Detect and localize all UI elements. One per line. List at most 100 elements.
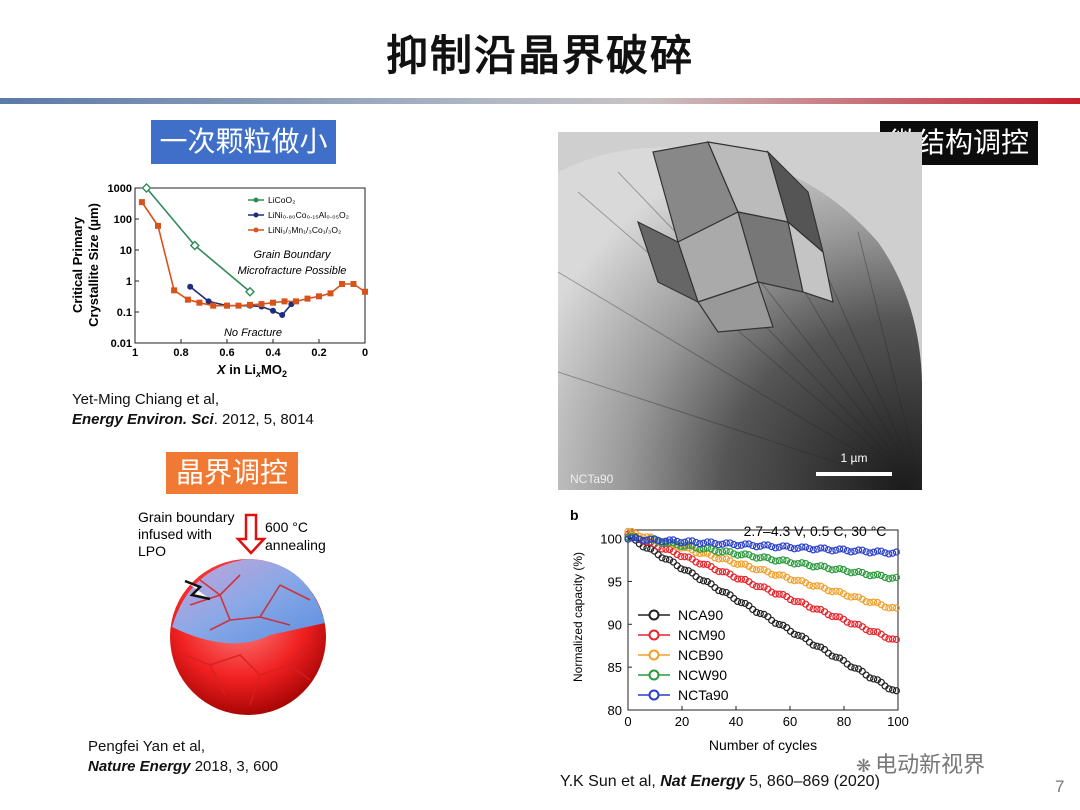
crystallite-size-chart: 1 0.8 0.6 0.4 0.2 0 1000 100 10 1 0.1 0.01 Critica…: [70, 183, 368, 379]
data-point: [843, 618, 851, 626]
y-tick-label: 85: [608, 660, 622, 675]
y-tick-label: 100: [600, 532, 622, 547]
data-point: [836, 565, 844, 573]
data-point: [817, 562, 825, 570]
series-line: [189, 286, 293, 316]
chart-legend: LiCoO₂ LiNi₀.₈₀Co₀.₁₅Al₀.₀₅O₂ LiNi₁/₃Mn₁/₃…: [248, 195, 349, 235]
data-point: [858, 568, 866, 577]
data-point: [862, 570, 870, 579]
data-point: [677, 539, 685, 547]
data-point: [851, 568, 859, 576]
data-point: [889, 686, 897, 694]
data-point: [741, 575, 749, 584]
data-point: [828, 566, 836, 574]
data-point: [790, 545, 798, 553]
data-point: [700, 577, 708, 585]
x-tick-label: 100: [887, 714, 909, 729]
x-tick-label: 40: [729, 714, 743, 729]
data-point: [187, 283, 194, 290]
data-point: [813, 562, 821, 571]
y-tick-label: 80: [608, 703, 622, 718]
data-point: [790, 630, 798, 638]
data-point: [718, 588, 727, 596]
data-point: [866, 572, 874, 580]
scale-bar-label: 1 µm: [841, 451, 868, 465]
data-point: [779, 571, 787, 579]
data-point: [700, 549, 708, 557]
tag-grain-boundary-control: 晶界调控: [166, 452, 298, 494]
x-axis-label: X in LixMO2: [216, 362, 287, 379]
data-point: [658, 554, 666, 562]
legend-label: LiNi₀.₈₀Co₀.₁₅Al₀.₀₅O₂: [268, 210, 349, 220]
data-point: [817, 582, 825, 590]
legend-label: LiNi₁/₃Mn₁/₃Co₁/₃O₂: [268, 225, 341, 235]
plot-frame: [134, 187, 366, 344]
citation-chiang: Yet-Ming Chiang et al, Energy Environ. S…: [72, 390, 314, 430]
data-point: [873, 570, 882, 579]
data-point: [726, 548, 734, 556]
data-point: [836, 587, 844, 596]
data-point: [885, 550, 893, 558]
y-axis-label: Normalized capacity (%): [571, 552, 585, 682]
citation-journal: Nature Energy: [88, 758, 191, 775]
data-point: [677, 552, 685, 561]
data-point: [813, 605, 821, 613]
data-point: [635, 535, 643, 543]
data-point: [873, 547, 882, 555]
data-point: [665, 545, 674, 554]
data-point: [722, 555, 730, 563]
data-point: [760, 553, 768, 561]
data-point: [828, 588, 836, 596]
data-point: [722, 568, 730, 576]
data-point: [756, 554, 764, 562]
data-point: [688, 537, 696, 545]
data-point: [749, 553, 757, 561]
legend-marker: [253, 212, 259, 218]
label-gb-line3: LPO: [138, 543, 166, 559]
data-point: [711, 539, 719, 548]
data-point: [734, 560, 742, 568]
data-point: [726, 591, 734, 599]
data-point: [824, 546, 832, 554]
data-point: [722, 547, 730, 555]
data-point: [802, 634, 810, 643]
data-point: [658, 538, 666, 546]
data-point: [662, 555, 670, 563]
data-point: [730, 573, 738, 581]
data-point: [235, 302, 242, 309]
data-point: [258, 301, 265, 308]
citation-journal: Energy Environ. Sci: [72, 411, 214, 428]
data-point: [802, 559, 810, 568]
label-anneal: annealing: [265, 537, 326, 553]
data-point: [764, 541, 772, 549]
data-point: [851, 664, 859, 672]
data-point: [802, 543, 810, 551]
legend-marker: [648, 649, 660, 661]
data-point: [722, 588, 730, 597]
label-gb-line1: Grain boundary: [138, 509, 235, 525]
data-point: [281, 298, 288, 305]
data-point: [715, 586, 723, 595]
data-point: [196, 299, 203, 306]
sphere-cut-face: [172, 559, 325, 644]
y-axis-label: Critical Primary: [70, 216, 85, 313]
data-point: [877, 678, 885, 686]
legend-marker: [253, 227, 259, 233]
data-point: [817, 544, 825, 552]
data-point: [752, 554, 761, 562]
wechat-icon: ❋: [856, 756, 872, 777]
page-number: 7: [1055, 777, 1065, 796]
citation-details: . 2012, 5, 8014: [213, 411, 314, 428]
data-point: [828, 652, 836, 660]
data-point: [654, 536, 662, 544]
legend-marker: [648, 629, 660, 641]
legend-marker: [253, 197, 259, 203]
data-point: [870, 548, 878, 556]
data-point: [745, 551, 753, 559]
data-point: [820, 562, 829, 571]
data-point: [889, 574, 897, 582]
data-point: [813, 642, 821, 650]
data-point: [245, 286, 255, 297]
data-point: [885, 604, 893, 612]
data-point: [862, 626, 870, 634]
